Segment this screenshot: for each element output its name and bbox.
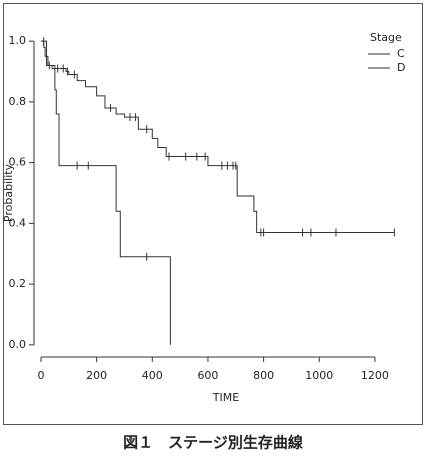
y-tick-label: 0.8 bbox=[9, 95, 27, 108]
x-tick-label: 400 bbox=[142, 369, 163, 382]
x-tick-label: 1200 bbox=[361, 369, 389, 382]
survival-curve bbox=[40, 40, 395, 233]
legend-label: D bbox=[397, 61, 405, 74]
y-tick-label: 1.0 bbox=[9, 34, 27, 47]
y-tick-label: 0.0 bbox=[9, 338, 27, 351]
x-tick-label: 0 bbox=[37, 369, 44, 382]
frame bbox=[3, 3, 423, 425]
x-axis-label: TIME bbox=[212, 391, 239, 404]
y-tick-label: 0.2 bbox=[9, 277, 27, 290]
y-axis-label: Probability bbox=[2, 163, 15, 222]
survival-curve bbox=[40, 40, 171, 345]
x-tick-label: 200 bbox=[86, 369, 107, 382]
caption: 図１ ステージ別生存曲線 bbox=[123, 434, 303, 452]
legend-title: Stage bbox=[370, 31, 402, 44]
y-tick-label: 0.6 bbox=[9, 156, 27, 169]
x-tick-label: 1000 bbox=[305, 369, 333, 382]
x-tick-label: 800 bbox=[253, 369, 274, 382]
x-tick-label: 600 bbox=[197, 369, 218, 382]
legend-label: C bbox=[397, 47, 405, 60]
y-tick-label: 0.4 bbox=[9, 216, 27, 229]
